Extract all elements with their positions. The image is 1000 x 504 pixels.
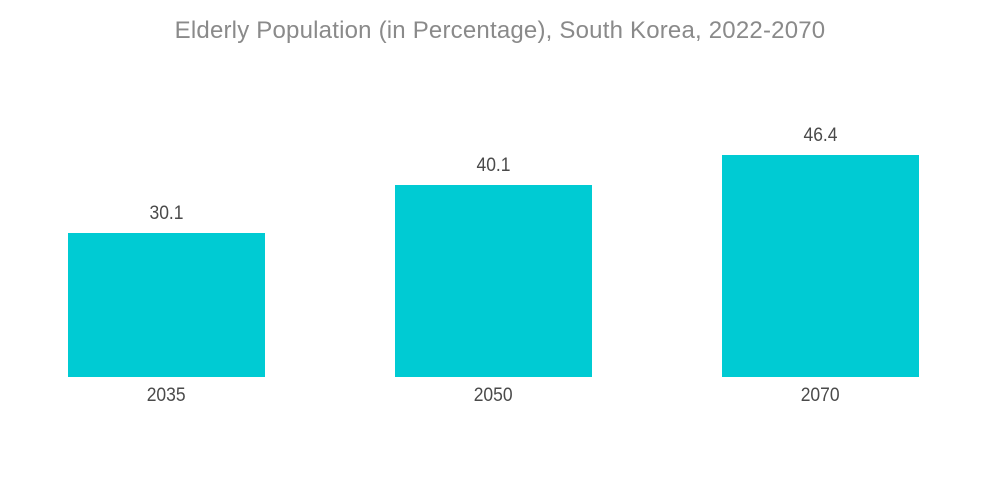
bar-group-2070: 46.4 2070 [722,125,919,407]
bar-group-2035: 30.1 2035 [68,203,265,407]
bar-2070 [722,155,919,377]
bar-group-2050: 40.1 2050 [395,155,592,407]
bar-value-label: 30.1 [149,203,184,224]
x-tick-label: 2070 [801,385,840,406]
x-tick-label: 2050 [474,385,513,406]
bar-2035 [68,233,265,377]
bar-2050 [395,185,592,377]
bar-value-label: 46.4 [803,125,838,146]
x-tick-label: 2035 [147,385,186,406]
plot-area: 30.1 2035 40.1 2050 46.4 2070 [68,125,919,407]
chart-title: Elderly Population (in Percentage), Sout… [174,17,826,44]
bar-value-label: 40.1 [476,155,511,176]
